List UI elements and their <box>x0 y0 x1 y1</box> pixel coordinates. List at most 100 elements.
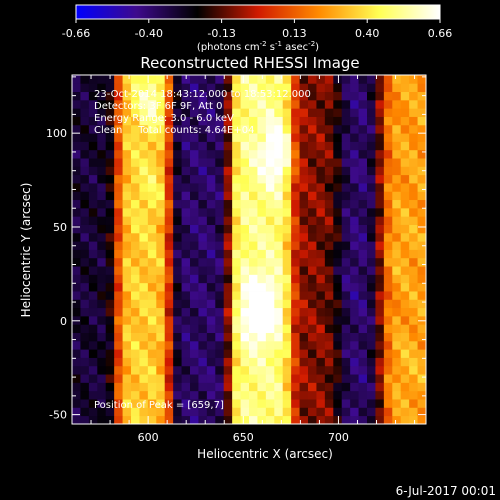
heatmap-cell <box>324 224 334 234</box>
heatmap-cell <box>215 75 225 84</box>
heatmap-cell <box>265 299 275 309</box>
heatmap-cell <box>223 232 233 242</box>
heatmap-cell <box>291 99 300 109</box>
heatmap-cell <box>249 83 258 93</box>
heatmap-cell <box>367 340 376 350</box>
heatmap-cell <box>358 340 368 350</box>
heatmap-cell <box>131 83 140 93</box>
heatmap-cell <box>282 224 292 234</box>
heatmap-cell <box>122 124 132 134</box>
heatmap-cell <box>341 133 351 142</box>
heatmap-cell <box>206 183 216 192</box>
heatmap-cell <box>97 108 107 117</box>
heatmap-cell <box>358 149 368 159</box>
heatmap-cell <box>324 415 334 425</box>
y-tick-label: 0 <box>60 315 67 328</box>
heatmap-cell <box>383 415 393 425</box>
heatmap-cell <box>350 191 359 201</box>
heatmap-cell <box>324 315 334 325</box>
heatmap-cell <box>164 407 174 417</box>
heatmap-cell <box>299 332 309 342</box>
heatmap-cell <box>308 324 317 333</box>
heatmap-cell <box>105 407 115 417</box>
colorbar-tick-label: -0.13 <box>207 27 235 40</box>
heatmap-cell <box>409 124 418 134</box>
heatmap-cell <box>400 365 410 375</box>
heatmap-cell <box>198 299 208 309</box>
heatmap-cell <box>383 99 393 109</box>
heatmap-cell <box>274 124 284 134</box>
heatmap-cell <box>333 199 343 209</box>
heatmap-cell <box>316 116 326 126</box>
heatmap-cell <box>198 324 208 333</box>
heatmap-cell <box>358 324 368 333</box>
heatmap-cell <box>333 357 343 367</box>
heatmap-cell <box>240 166 250 176</box>
heatmap-cell <box>181 257 191 267</box>
heatmap-cell <box>392 390 402 400</box>
heatmap-cell <box>282 399 292 408</box>
heatmap-cell <box>173 324 182 333</box>
heatmap-cell <box>240 91 250 101</box>
heatmap-cell <box>375 415 385 425</box>
heatmap-cell <box>114 191 123 201</box>
heatmap-cell <box>409 174 418 184</box>
heatmap-cell <box>139 257 149 267</box>
heatmap-cell <box>215 207 225 217</box>
heatmap-cell <box>97 307 107 317</box>
heatmap-cell <box>139 158 149 167</box>
heatmap-cell <box>105 340 115 350</box>
heatmap-cell <box>223 108 233 117</box>
heatmap-cell <box>299 241 309 250</box>
heatmap-cell <box>173 399 182 408</box>
heatmap-cell <box>274 365 284 375</box>
heatmap-cell <box>265 357 275 367</box>
heatmap-cell <box>409 116 418 126</box>
heatmap-cell <box>333 183 343 192</box>
heatmap-cell <box>131 291 140 300</box>
heatmap-cell <box>308 299 317 309</box>
heatmap-cell <box>333 191 343 201</box>
heatmap-cell <box>97 216 107 225</box>
heatmap-cell <box>206 99 216 109</box>
heatmap-cell <box>274 133 284 142</box>
heatmap-cell <box>291 249 300 259</box>
heatmap-cell <box>223 374 233 383</box>
heatmap-cell <box>265 216 275 225</box>
heatmap-cell <box>392 407 402 417</box>
heatmap-cell <box>341 207 351 217</box>
heatmap-cell <box>375 299 385 309</box>
heatmap-cell <box>299 415 309 425</box>
heatmap-cell <box>367 149 376 159</box>
heatmap-cell <box>291 374 300 383</box>
heatmap-cell <box>131 382 140 392</box>
heatmap-cell <box>131 266 140 275</box>
heatmap-cell <box>375 116 385 126</box>
heatmap-cell <box>383 199 393 209</box>
heatmap-cell <box>274 374 284 383</box>
heatmap-cell <box>274 199 284 209</box>
heatmap-cell <box>223 183 233 192</box>
heatmap-cell <box>206 390 216 400</box>
heatmap-cell <box>88 224 98 234</box>
heatmap-cell <box>257 390 267 400</box>
heatmap-cell <box>324 274 334 284</box>
heatmap-cell <box>375 291 385 300</box>
heatmap-cell <box>232 174 241 184</box>
heatmap-cell <box>341 324 351 333</box>
heatmap-cell <box>341 199 351 209</box>
heatmap-cell <box>282 390 292 400</box>
heatmap-cell <box>164 216 174 225</box>
heatmap-cell <box>367 91 376 101</box>
heatmap-cell <box>409 307 418 317</box>
heatmap-cell <box>139 382 149 392</box>
heatmap-cell <box>156 415 166 425</box>
heatmap-cell <box>72 241 81 250</box>
heatmap-cell <box>316 166 326 176</box>
heatmap-cell <box>114 116 123 126</box>
heatmap-cell <box>206 108 216 117</box>
heatmap-cell <box>257 349 267 358</box>
heatmap-cell <box>333 365 343 375</box>
heatmap-cell <box>105 149 115 159</box>
